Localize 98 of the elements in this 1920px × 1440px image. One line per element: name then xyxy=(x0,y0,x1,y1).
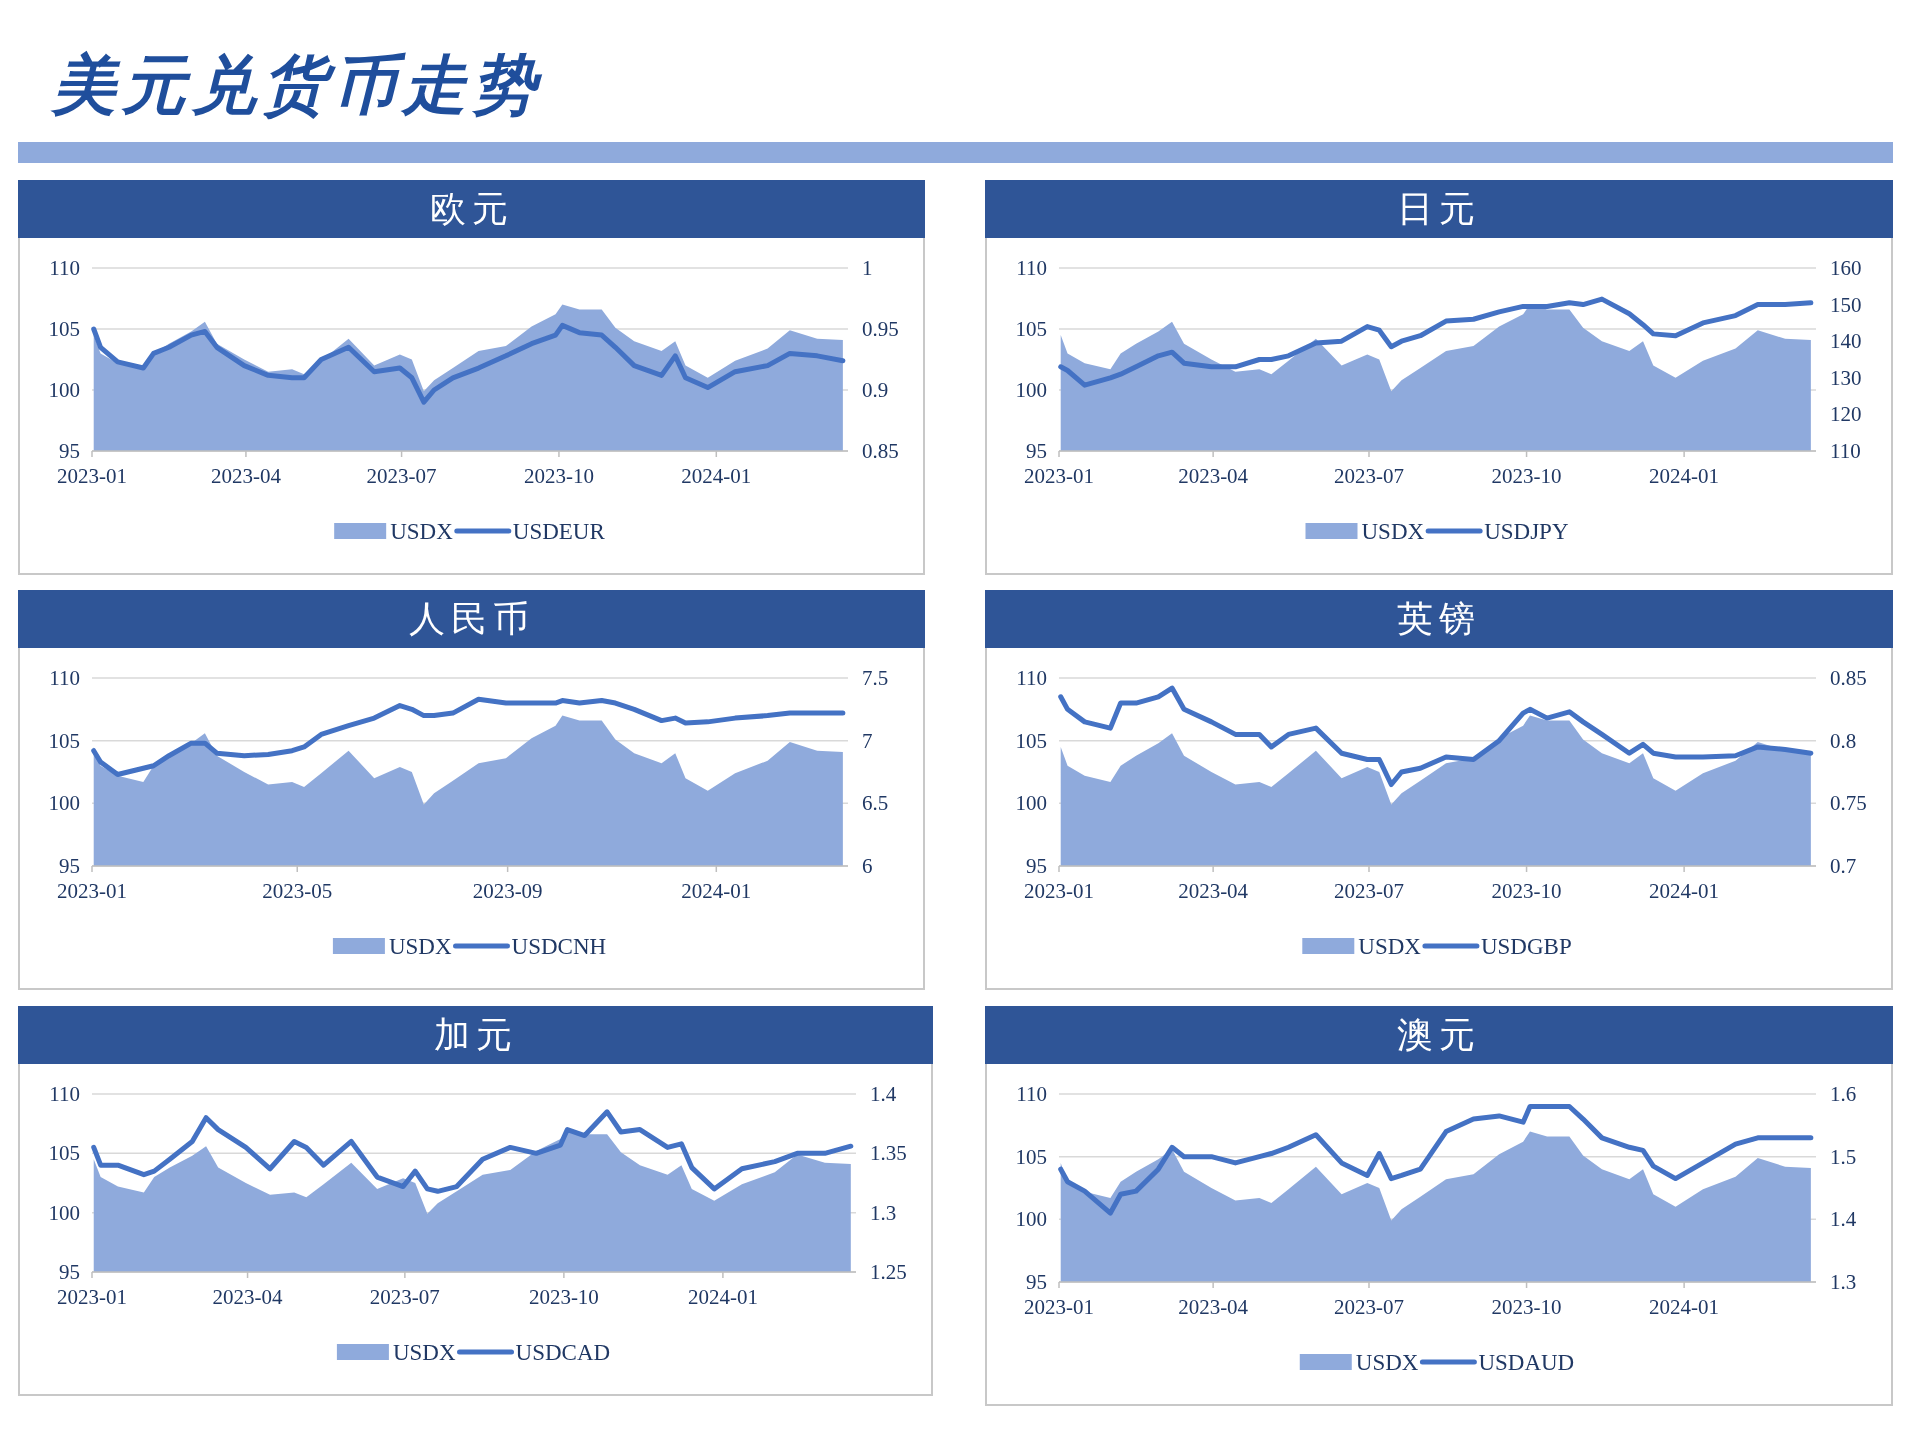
y2-tick-label: 1.25 xyxy=(870,1260,907,1284)
legend-label: USDX xyxy=(392,1340,456,1365)
y-tick-label: 105 xyxy=(1015,1144,1047,1169)
x-tick-label: 2023-01 xyxy=(57,879,127,903)
y-tick-label: 110 xyxy=(49,256,80,280)
y2-tick-label: 1.6 xyxy=(1830,1082,1857,1106)
y2-tick-label: 1.3 xyxy=(1830,1270,1857,1294)
legend-label: USDGBP xyxy=(1480,934,1572,959)
chart-title: 加元 xyxy=(18,1006,933,1064)
y-tick-label: 110 xyxy=(1016,256,1047,280)
x-tick-label: 2023-10 xyxy=(1491,464,1562,488)
x-tick-label: 2023-10 xyxy=(528,1285,599,1309)
legend-label: USDX xyxy=(1358,934,1422,959)
y2-tick-label: 0.85 xyxy=(1830,666,1867,690)
chart-title: 人民币 xyxy=(18,590,925,648)
y2-tick-label: 0.95 xyxy=(862,317,899,341)
y-tick-label: 100 xyxy=(48,791,80,816)
y2-tick-label: 6 xyxy=(862,854,873,878)
y2-tick-label: 150 xyxy=(1830,292,1862,317)
y2-tick-label: 0.75 xyxy=(1830,791,1867,816)
y-tick-label: 100 xyxy=(48,1200,80,1225)
x-tick-label: 2023-01 xyxy=(57,464,127,488)
y-tick-label: 105 xyxy=(48,317,80,341)
y-tick-label: 95 xyxy=(1026,439,1047,463)
y-tick-label: 105 xyxy=(1015,317,1047,341)
y-tick-label: 95 xyxy=(59,439,80,463)
y2-tick-label: 7 xyxy=(862,728,873,753)
x-tick-label: 2023-01 xyxy=(57,1285,127,1309)
x-tick-label: 2023-04 xyxy=(1178,879,1249,903)
chart-title: 日元 xyxy=(985,180,1893,238)
x-tick-label: 2024-01 xyxy=(1649,1295,1720,1319)
chart-title: 欧元 xyxy=(18,180,925,238)
y2-tick-label: 1.4 xyxy=(870,1082,897,1106)
y-tick-label: 110 xyxy=(49,1082,80,1106)
y-tick-label: 95 xyxy=(59,854,80,878)
y-tick-label: 95 xyxy=(1026,854,1047,878)
x-tick-label: 2024-01 xyxy=(1649,879,1720,903)
y2-tick-label: 0.8 xyxy=(1830,728,1857,753)
y-tick-label: 100 xyxy=(1015,1207,1047,1232)
y2-tick-label: 1.5 xyxy=(1830,1144,1857,1169)
y-tick-label: 105 xyxy=(48,728,80,753)
y2-tick-label: 140 xyxy=(1830,329,1862,354)
chart-title: 澳元 xyxy=(985,1006,1893,1064)
y2-tick-label: 0.9 xyxy=(862,378,889,402)
y2-tick-label: 120 xyxy=(1830,402,1862,427)
y-tick-label: 100 xyxy=(1015,378,1047,402)
x-tick-label: 2023-09 xyxy=(472,879,543,903)
legend-label: USDCAD xyxy=(515,1340,611,1365)
legend-label: USDX xyxy=(388,934,452,959)
x-tick-label: 2023-05 xyxy=(262,879,333,903)
x-tick-label: 2023-07 xyxy=(1333,1295,1404,1319)
y2-tick-label: 1 xyxy=(862,256,873,280)
x-tick-label: 2023-07 xyxy=(369,1285,440,1309)
x-tick-label: 2023-04 xyxy=(212,1285,284,1309)
y2-tick-label: 110 xyxy=(1830,439,1861,463)
x-tick-label: 2023-01 xyxy=(1024,464,1094,488)
y-tick-label: 100 xyxy=(48,378,80,402)
y-tick-label: 110 xyxy=(49,666,80,690)
x-tick-label: 2024-01 xyxy=(681,464,752,488)
x-tick-label: 2023-04 xyxy=(210,464,282,488)
y-tick-label: 95 xyxy=(1026,1270,1047,1294)
y-tick-label: 105 xyxy=(1015,728,1047,753)
x-tick-label: 2023-04 xyxy=(1178,1295,1249,1319)
legend-label: USDX xyxy=(1361,519,1425,544)
y2-tick-label: 160 xyxy=(1830,256,1862,280)
x-tick-label: 2023-01 xyxy=(1024,879,1094,903)
x-tick-label: 2023-04 xyxy=(1178,464,1249,488)
x-tick-label: 2023-01 xyxy=(1024,1295,1094,1319)
x-tick-label: 2023-10 xyxy=(1491,879,1562,903)
y2-tick-label: 1.35 xyxy=(870,1141,907,1166)
x-tick-label: 2024-01 xyxy=(1649,464,1720,488)
y2-tick-label: 0.7 xyxy=(1830,854,1857,878)
x-tick-label: 2023-10 xyxy=(523,464,594,488)
x-tick-label: 2023-07 xyxy=(366,464,437,488)
x-tick-label: 2023-10 xyxy=(1491,1295,1562,1319)
y-tick-label: 110 xyxy=(1016,666,1047,690)
text: 美元兑货币走势 xyxy=(52,46,542,124)
y2-tick-label: 6.5 xyxy=(862,791,889,816)
x-tick-label: 2023-07 xyxy=(1333,464,1404,488)
x-tick-label: 2024-01 xyxy=(687,1285,758,1309)
y2-tick-label: 0.85 xyxy=(862,439,899,463)
y-tick-label: 110 xyxy=(1016,1082,1047,1106)
y-tick-label: 100 xyxy=(1015,791,1047,816)
y2-tick-label: 130 xyxy=(1830,365,1862,390)
legend-label: USDX xyxy=(390,519,454,544)
y-tick-label: 105 xyxy=(48,1141,80,1166)
legend-label: USDAUD xyxy=(1478,1350,1575,1375)
x-tick-label: 2024-01 xyxy=(681,879,752,903)
legend-label: USDJPY xyxy=(1484,519,1569,544)
y2-tick-label: 7.5 xyxy=(862,666,889,690)
legend-label: USDEUR xyxy=(512,519,606,544)
y2-tick-label: 1.4 xyxy=(1830,1207,1857,1232)
x-tick-label: 2023-07 xyxy=(1333,879,1404,903)
legend-label: USDX xyxy=(1355,1350,1419,1375)
y-tick-label: 95 xyxy=(59,1260,80,1284)
legend-label: USDCNH xyxy=(511,934,607,959)
chart-title: 英镑 xyxy=(985,590,1893,648)
y2-tick-label: 1.3 xyxy=(870,1200,897,1225)
